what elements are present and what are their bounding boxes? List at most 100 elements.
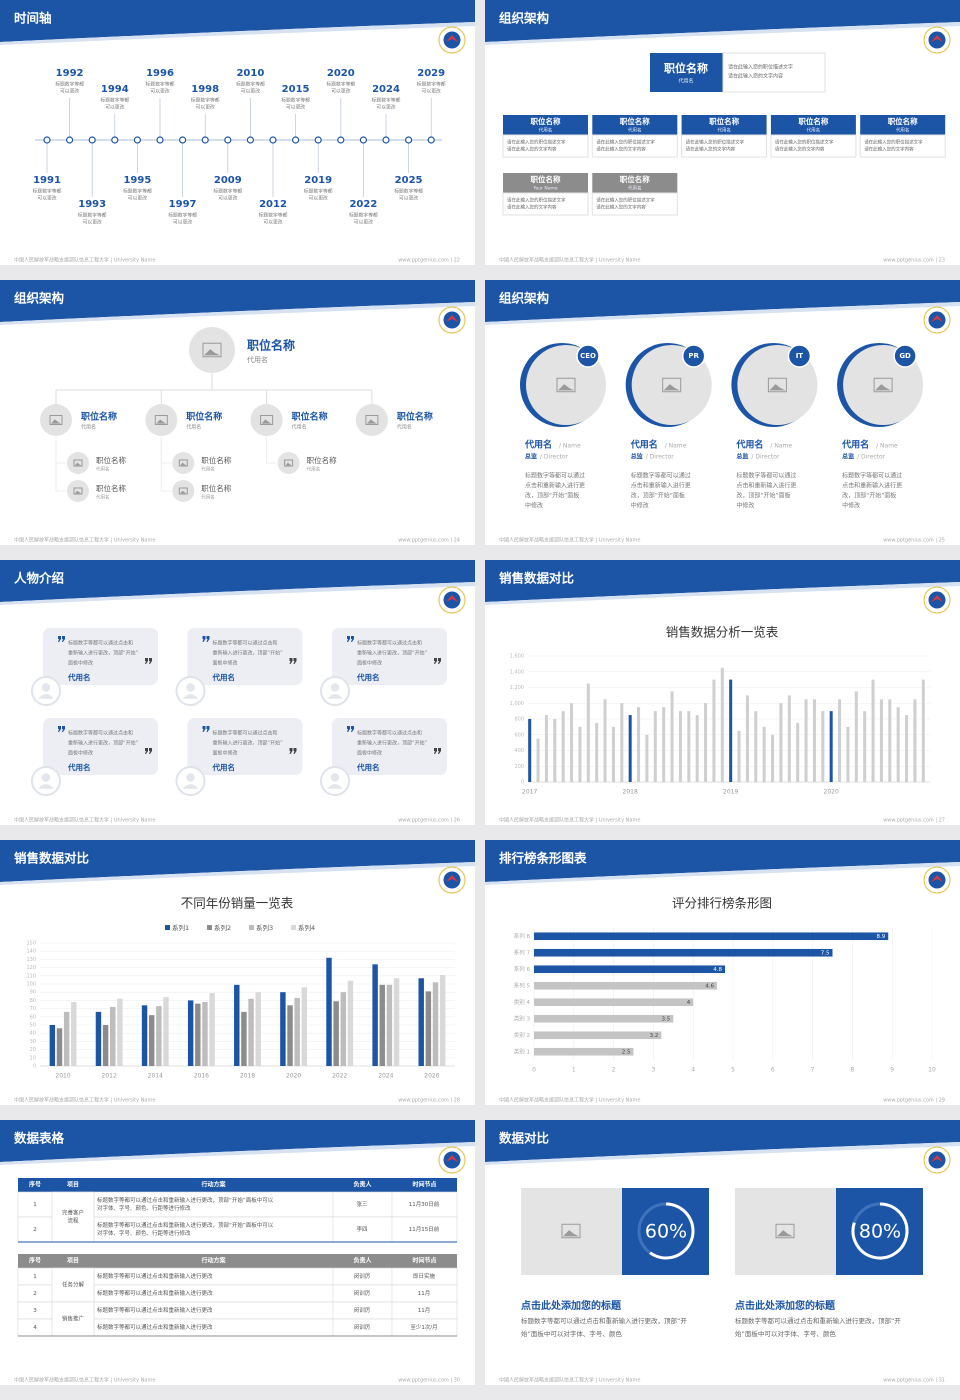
event-text: 标题数字等都: [417, 81, 446, 88]
category-label: 类别 3: [514, 1014, 531, 1022]
bar: [586, 683, 590, 782]
stat-desc: 始”面板中可以对字体、字号、颜色: [521, 1329, 622, 1338]
quote-card: [43, 718, 158, 775]
y-tick-label: 70: [30, 1006, 36, 1012]
badge-label: IT: [796, 352, 804, 360]
table-cell: 标题数字等都可以通过点击和重新输入进行更改，顶部“开始”面板中可以: [97, 1196, 274, 1204]
bar: [762, 726, 766, 782]
org-desc: 请在此输入您的职位描述文字: [775, 139, 834, 146]
node-title: 职位名称: [397, 411, 433, 423]
org-desc: 请在此输入您的文字内容: [686, 146, 736, 153]
node-title: 职位名称: [81, 411, 117, 423]
quote-mark: [434, 748, 441, 754]
table-cell: 即日实施: [413, 1272, 436, 1280]
logo-mark: [931, 595, 943, 602]
image-icon: [662, 377, 682, 393]
y-tick-label: 20: [30, 1047, 36, 1053]
image-icon: [260, 415, 274, 425]
image-icon: [556, 377, 576, 393]
y-tick-label: 10: [30, 1055, 36, 1061]
y-tick-label: 0: [521, 780, 524, 786]
x-tick-label: 5: [731, 1067, 735, 1074]
person-name-en: / Name: [559, 443, 581, 450]
org-desc: 请在此输入您的文字内容: [596, 146, 646, 153]
quote-text: 标题数字等都可以通过点击和: [213, 730, 278, 737]
avatar-head: [41, 683, 51, 692]
bar: [653, 711, 657, 782]
bar: [553, 719, 557, 782]
event-year: 1998: [191, 84, 219, 95]
image-icon: [767, 377, 787, 393]
bar: [294, 997, 300, 1066]
image-icon: [365, 415, 379, 425]
footer-left: 中国人民解放军战略支援部队信息工程大学 | University Name: [14, 817, 155, 824]
bar: [879, 699, 883, 782]
footer-left: 中国人民解放军战略支援部队信息工程大学 | University Name: [499, 1377, 640, 1384]
event-text: 可以更改: [331, 88, 350, 95]
bar: [771, 734, 775, 782]
x-tick-label: 2016: [194, 1073, 209, 1080]
timeline-dot: [292, 136, 300, 144]
table-cell: 闵训厉: [354, 1306, 371, 1314]
table-cell: 1: [33, 1202, 37, 1208]
y-tick-label: 110: [26, 973, 36, 979]
quote-mark: [347, 636, 354, 642]
node-title: 职位名称: [96, 455, 126, 465]
event-year: 2012: [259, 199, 287, 210]
badge: [893, 344, 917, 368]
person-desc: 改，顶部“开始”面板: [631, 492, 685, 500]
org-top-box: [650, 53, 723, 92]
bar: [102, 1025, 109, 1066]
person-desc: 改，顶部“开始”面板: [842, 492, 896, 500]
bar: [534, 965, 726, 974]
table-group-cell: [51, 1267, 95, 1303]
slide-background: [0, 560, 475, 825]
tree-link: [55, 437, 66, 492]
logo-inner: [928, 591, 946, 609]
x-tick-label: 2024: [378, 1073, 393, 1080]
y-tick-label: 1,600: [510, 654, 524, 660]
y-tick-label: 60: [30, 1014, 36, 1020]
bar: [141, 1005, 148, 1066]
quote-name: 代用名: [67, 762, 91, 772]
category-label: 系列 7: [514, 948, 531, 956]
bar: [570, 703, 574, 782]
image-icon: [49, 415, 63, 425]
header-swoosh: [485, 302, 960, 325]
event-year: 2025: [395, 175, 423, 186]
header-band: [485, 1120, 960, 1162]
footer-left: 中国人民解放军战略支援部队信息工程大学 | University Name: [14, 257, 155, 264]
quote-card: [187, 628, 303, 685]
bar: [241, 1011, 247, 1066]
quote-text: 标题数字等都可以通过点击和: [213, 640, 278, 647]
bar: [737, 730, 741, 782]
quote-mark: [289, 658, 297, 664]
org-top-desc: [722, 52, 826, 93]
person-desc: 标题数字等都可以通过: [525, 472, 585, 480]
org-desc: 请在此输入您的职位描述文字: [728, 64, 793, 71]
bar: [110, 1006, 116, 1066]
image-icon: [875, 384, 892, 391]
bar: [287, 1005, 293, 1066]
slide-background: [0, 1120, 475, 1385]
event-text: 标题数字等都: [123, 188, 152, 195]
logo-inner: [928, 311, 946, 329]
person-desc: 中修改: [736, 502, 754, 510]
legend-label: 系列4: [298, 923, 315, 932]
quote-name: 代用名: [212, 762, 236, 772]
header-swoosh: [485, 22, 960, 45]
quote-mark: [145, 748, 152, 754]
org-desc: 请在此输入您的文字内容: [507, 146, 557, 153]
quote-text: 面板中修改: [213, 660, 238, 667]
event-text: 标题数字等都: [326, 81, 355, 88]
footer-left: 中国人民解放军战略支援部队信息工程大学 | University Name: [14, 1377, 155, 1384]
bar: [71, 1002, 77, 1066]
x-tick-label: 2012: [102, 1073, 117, 1080]
y-tick-label: 600: [514, 732, 524, 738]
quote-text: 重新输入进行更改，顶部“开始”: [68, 740, 139, 747]
logo-mark: [931, 1155, 943, 1162]
org-name: 代用名: [896, 127, 910, 134]
legend-swatch: [249, 925, 254, 930]
bar: [695, 715, 699, 782]
